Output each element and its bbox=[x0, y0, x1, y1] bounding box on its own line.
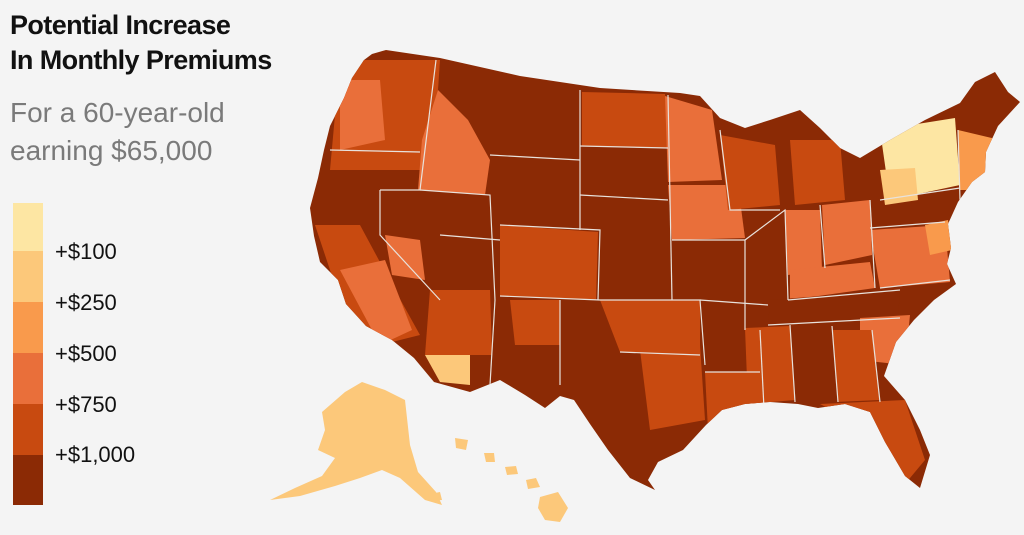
legend-label-500: +$500 bbox=[55, 341, 117, 366]
hawaii bbox=[484, 453, 568, 522]
region-arizona-mid bbox=[425, 290, 492, 355]
region-idaho bbox=[418, 90, 490, 195]
legend-label-750: +$750 bbox=[55, 392, 117, 417]
alaska-shape bbox=[270, 382, 442, 505]
hawaii-island-big bbox=[538, 492, 568, 522]
map-title-line-1: Potential Increase bbox=[10, 10, 231, 40]
region-florida bbox=[820, 400, 925, 490]
region-iowa bbox=[668, 185, 745, 240]
contiguous-us bbox=[310, 50, 1020, 490]
alaska-island-1 bbox=[455, 438, 468, 450]
region-louisiana bbox=[705, 372, 765, 430]
region-arizona-south bbox=[425, 355, 470, 385]
map-title-line-2: In Monthly Premiums bbox=[10, 45, 272, 75]
region-alabama bbox=[790, 326, 838, 402]
region-colorado bbox=[500, 225, 598, 300]
region-michigan bbox=[790, 140, 845, 205]
region-california-south bbox=[340, 260, 412, 345]
legend-label-250: +$250 bbox=[55, 290, 117, 315]
region-kentucky bbox=[790, 262, 875, 300]
legend-swatch-4 bbox=[13, 353, 43, 404]
region-minnesota bbox=[665, 96, 722, 182]
legend-swatch-5 bbox=[13, 404, 43, 455]
region-oklahoma bbox=[600, 300, 700, 355]
region-mid-atlantic bbox=[925, 220, 952, 255]
region-indiana bbox=[785, 210, 822, 275]
hawaii-island-kauai bbox=[484, 453, 495, 462]
region-new-england bbox=[958, 130, 1000, 190]
region-wisconsin bbox=[720, 135, 780, 210]
alaska bbox=[270, 382, 468, 505]
alaska-island-2 bbox=[430, 492, 442, 501]
region-new-mexico bbox=[510, 300, 560, 345]
hawaii-island-maui bbox=[526, 478, 540, 489]
legend-swatch-1 bbox=[13, 203, 43, 251]
legend-swatch-3 bbox=[13, 302, 43, 353]
legend-swatch-6 bbox=[13, 455, 43, 505]
legend-swatch-2 bbox=[13, 251, 43, 302]
region-ohio bbox=[822, 200, 872, 265]
color-legend: +$100 +$250 +$500 +$750 +$1,000 bbox=[13, 203, 213, 505]
map-title: Potential Increase In Monthly Premiums bbox=[10, 8, 340, 78]
hawaii-island-oahu bbox=[505, 466, 518, 475]
state-borders bbox=[329, 59, 961, 429]
region-georgia bbox=[830, 330, 880, 402]
region-east-texas bbox=[640, 345, 705, 430]
map-subtitle-line-2: earning $65,000 bbox=[10, 135, 213, 166]
region-nevada-west bbox=[385, 235, 425, 280]
legend-label-1000: +$1,000 bbox=[55, 442, 136, 467]
map-subtitle-line-1: For a 60-year-old bbox=[10, 97, 225, 128]
region-north-dakota bbox=[582, 92, 668, 148]
region-washington-west bbox=[340, 80, 385, 150]
legend-label-100: +$100 bbox=[55, 239, 117, 264]
map-subtitle: For a 60-year-old earning $65,000 bbox=[10, 94, 310, 170]
